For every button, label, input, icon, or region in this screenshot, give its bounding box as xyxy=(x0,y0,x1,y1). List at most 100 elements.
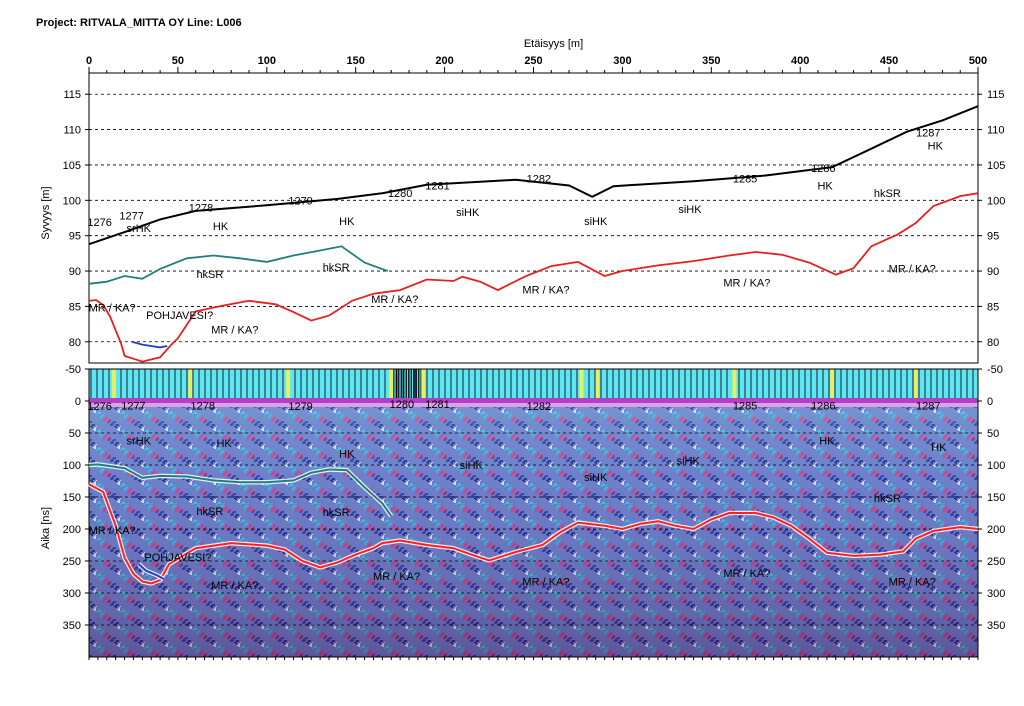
radar-annotation: POHJAVESI? xyxy=(144,552,211,564)
radar-annotation: HK xyxy=(819,436,835,448)
project-title: Project: RITVALA_MITTA OY Line: L006 xyxy=(36,17,242,29)
elevation-annotation: MR / KA? xyxy=(371,294,418,306)
trace-marker xyxy=(421,369,426,398)
time-zero-band xyxy=(89,403,978,407)
radar-annotation: MR / KA? xyxy=(211,580,258,592)
elevation-annotation: POHJAVESI? xyxy=(146,310,213,322)
trace-marker xyxy=(286,369,291,398)
radar-y-tick-right: 100 xyxy=(987,460,1005,472)
radar-y-axis-label: Aika [ns] xyxy=(40,507,52,549)
x-tick-label: 200 xyxy=(435,55,453,67)
elevation-y-tick-right: 115 xyxy=(987,89,1005,101)
elevation-series-surface xyxy=(88,105,979,246)
radar-annotation: MR / KA? xyxy=(889,576,936,588)
elevation-annotation: 1287 xyxy=(916,128,940,140)
radar-y-tick-left: 150 xyxy=(63,492,81,504)
elevation-y-tick-right: 110 xyxy=(987,125,1005,137)
radar-annotation: siHK xyxy=(584,472,608,484)
trace-marker xyxy=(595,369,600,398)
x-tick-label: 150 xyxy=(347,55,365,67)
radar-y-tick-right: 0 xyxy=(987,396,993,408)
radar-y-tick-left: 0 xyxy=(75,396,81,408)
elevation-annotation: 1285 xyxy=(733,174,757,186)
radar-annotation: MR / KA? xyxy=(522,576,569,588)
radar-annotation: MR / KA? xyxy=(89,525,136,537)
elevation-annotation: hkSR xyxy=(323,262,350,274)
radar-annotation: 1282 xyxy=(527,401,551,413)
x-tick-label: 0 xyxy=(86,55,92,67)
radar-annotation: 1280 xyxy=(390,399,414,411)
x-axis-label: Etäisyys [m] xyxy=(524,38,583,50)
elevation-y-tick-right: 105 xyxy=(987,160,1005,172)
elevation-y-tick-left: 95 xyxy=(69,231,81,243)
x-axis-top xyxy=(88,67,979,74)
elevation-annotation: 1282 xyxy=(527,174,551,186)
radar-annotation: 1279 xyxy=(288,401,312,413)
radar-annotation: siHK xyxy=(677,455,701,467)
radar-series-bedrock-red xyxy=(88,483,979,585)
trace-band xyxy=(89,369,978,398)
elevation-annotation: 1286 xyxy=(811,163,835,175)
elevation-y-tick-left: 85 xyxy=(69,301,81,313)
elevation-annotation: HK xyxy=(339,216,355,228)
radar-annotation: MR / KA? xyxy=(373,571,420,583)
elevation-series-pohjavesi-blue xyxy=(131,340,168,349)
radar-y-tick-right: 300 xyxy=(987,588,1005,600)
elevation-y-tick-right: 95 xyxy=(987,231,999,243)
elevation-annotation: 1280 xyxy=(388,188,412,200)
elevation-y-tick-right: 90 xyxy=(987,266,999,278)
radargram-shading xyxy=(89,369,978,657)
radar-annotation: 1276 xyxy=(87,401,111,413)
elevation-annotation: MR / KA? xyxy=(889,263,936,275)
radar-annotation: HK xyxy=(339,448,355,460)
radar-annotation: hkSR xyxy=(196,506,223,518)
radar-annotation: 1278 xyxy=(191,400,215,412)
elevation-annotation: HK xyxy=(817,181,833,193)
radar-annotation: MR / KA? xyxy=(723,568,770,580)
elevation-y-tick-left: 115 xyxy=(63,89,81,101)
elevation-y-tick-right: 85 xyxy=(987,301,999,313)
radar-series-pohjavesi-blue xyxy=(138,563,165,580)
radar-y-tick-left: 350 xyxy=(63,620,81,632)
radar-y-tick-right: 150 xyxy=(987,492,1005,504)
trace-marker xyxy=(830,369,835,398)
elevation-panel-frame xyxy=(88,72,979,364)
radar-annotation: 1287 xyxy=(916,400,940,412)
radar-annotation: HK xyxy=(931,442,947,454)
trace-marker xyxy=(579,369,584,398)
elevation-annotation: 1281 xyxy=(425,181,449,193)
radar-y-tick-right: 350 xyxy=(987,620,1005,632)
elevation-annotation: hkSR xyxy=(196,269,223,281)
trace-marker xyxy=(111,369,116,398)
elevation-annotation: HK xyxy=(928,140,944,152)
radar-y-tick-left: 250 xyxy=(63,556,81,568)
elevation-y-tick-left: 100 xyxy=(63,195,81,207)
x-tick-label: 350 xyxy=(702,55,720,67)
radar-y-tick-right: 200 xyxy=(987,524,1005,536)
elevation-y-tick-left: 110 xyxy=(63,125,81,137)
radar-annotation: 1281 xyxy=(425,399,449,411)
elevation-annotation: srHK xyxy=(127,223,152,235)
elevation-annotation: MR / KA? xyxy=(89,302,136,314)
elevation-annotation: MR / KA? xyxy=(211,324,258,336)
elevation-annotation: siHK xyxy=(678,204,702,216)
elevation-y-tick-left: 105 xyxy=(63,160,81,172)
x-tick-label: 450 xyxy=(880,55,898,67)
radar-y-tick-left: -50 xyxy=(65,364,81,376)
elevation-y-tick-left: 90 xyxy=(69,266,81,278)
elevation-annotation: MR / KA? xyxy=(522,285,569,297)
trace-marker xyxy=(188,369,193,398)
elevation-annotation: HK xyxy=(213,221,229,233)
radar-y-tick-left: 50 xyxy=(69,428,81,440)
radar-annotation: hkSR xyxy=(323,507,350,519)
elevation-annotation: 1279 xyxy=(288,196,312,208)
radar-annotation: hkSR xyxy=(874,493,901,505)
radar-y-tick-left: 300 xyxy=(63,588,81,600)
elevation-y-tick-left: 80 xyxy=(69,337,81,349)
radar-y-tick-right: 50 xyxy=(987,428,999,440)
trace-marker xyxy=(732,369,737,398)
time-zero-band xyxy=(89,398,978,403)
x-tick-label: 300 xyxy=(613,55,631,67)
radar-annotation: siHK xyxy=(460,460,484,472)
